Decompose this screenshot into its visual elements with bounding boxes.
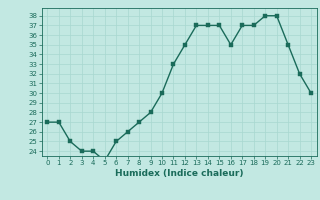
X-axis label: Humidex (Indice chaleur): Humidex (Indice chaleur) [115,169,244,178]
